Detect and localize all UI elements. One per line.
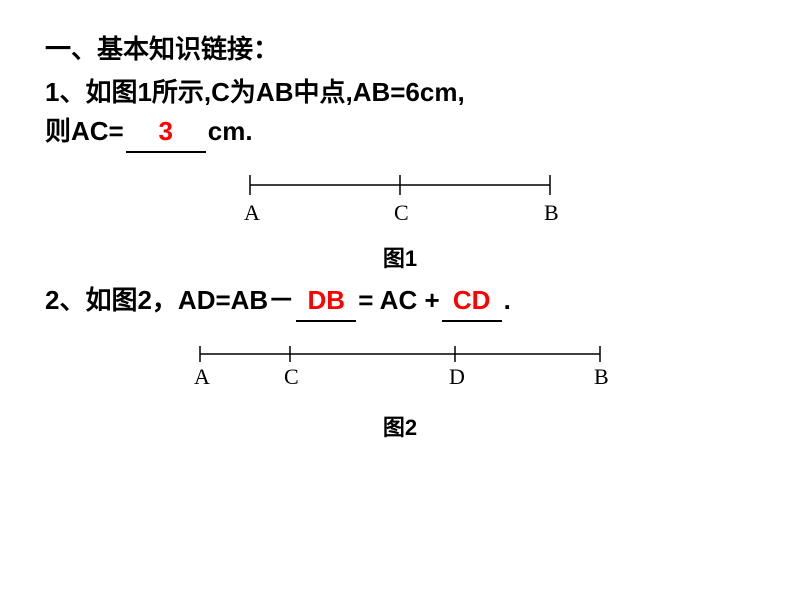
figure-1-label: 图1	[383, 241, 417, 273]
figure-1-svg: A C B	[220, 165, 580, 235]
q2-prefix: 2、如图2，AD=AB－	[45, 281, 294, 320]
q1-suffix: cm.	[208, 112, 253, 151]
fig1-label-c: C	[394, 200, 409, 225]
figure-2: A C D B 图2	[45, 334, 755, 442]
q2-answer1: DB	[307, 285, 345, 315]
q2-blank2: CD	[442, 281, 502, 322]
q2-mid: = AC +	[358, 281, 439, 320]
q1-prefix: 则AC=	[45, 112, 124, 151]
fig1-label-a: A	[244, 200, 260, 225]
section-title: 一、基本知识链接：	[45, 30, 755, 69]
question-2-line: 2、如图2，AD=AB－ DB = AC + CD .	[45, 281, 755, 322]
q1-answer: 3	[159, 116, 173, 146]
fig2-label-a: A	[194, 364, 210, 389]
figure-1: A C B 图1	[45, 165, 755, 273]
figure-2-label: 图2	[383, 410, 417, 442]
question-1-line2: 则AC= 3 cm.	[45, 112, 755, 153]
q2-answer2: CD	[453, 285, 491, 315]
fig2-label-d: D	[449, 364, 465, 389]
fig2-label-c: C	[284, 364, 299, 389]
q2-blank1: DB	[296, 281, 356, 322]
fig1-label-b: B	[544, 200, 559, 225]
figure-2-svg: A C D B	[180, 334, 620, 404]
question-1-line1: 1、如图1所示,C为AB中点,AB=6cm,	[45, 73, 755, 112]
fig2-label-b: B	[594, 364, 609, 389]
q2-suffix: .	[504, 281, 511, 320]
q1-text-a: 1、如图1所示,C为AB中点,AB=6cm,	[45, 73, 465, 112]
title-text: 一、基本知识链接：	[45, 30, 279, 69]
q1-blank: 3	[126, 112, 206, 153]
